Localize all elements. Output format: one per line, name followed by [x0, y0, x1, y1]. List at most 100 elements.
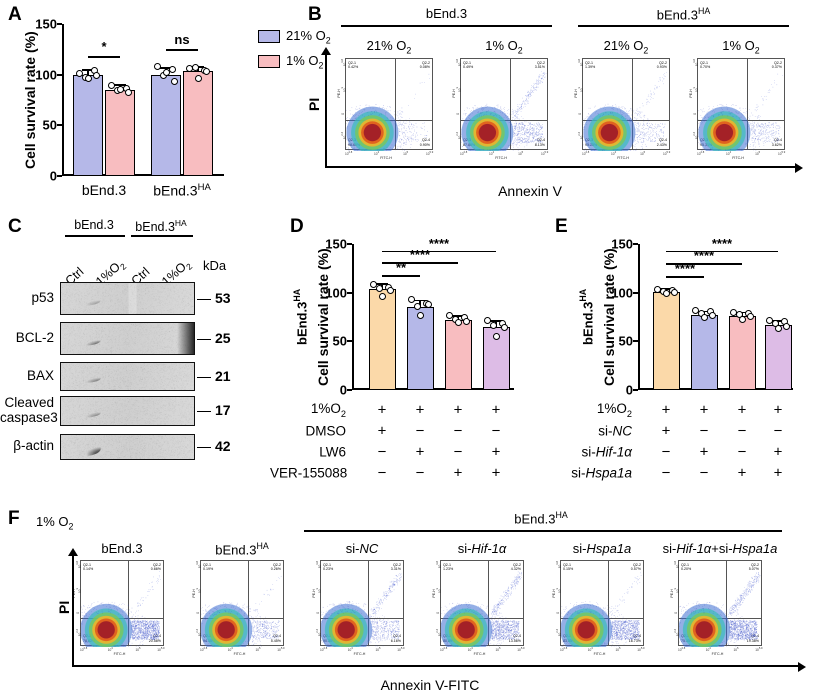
- panel-c-protein-label-2: BAX: [0, 368, 54, 383]
- panel-b-scatter-cloud-1: [461, 59, 549, 151]
- panel-c-protein-label-4: β-actin: [0, 438, 54, 453]
- panel-e-sign-2-1: +: [700, 444, 709, 461]
- y-tick-mark: [57, 175, 62, 177]
- bar-d-1: [407, 307, 434, 390]
- panel-e-condition-label-1: si-NC: [548, 424, 632, 439]
- panel-f-xtick-3-0: 102.8: [440, 647, 447, 652]
- bar-e-0: [653, 292, 680, 390]
- bar-d-0: [369, 289, 396, 390]
- panel-b-xtick-3-0: 102.8: [697, 151, 704, 156]
- panel-b-xtick-3-1: 104: [726, 151, 731, 156]
- panel-f-ytick-2-2: 0: [316, 612, 320, 614]
- panel-b-xtick-2-0: 102.8: [582, 151, 589, 156]
- panel-e-sign-3-0: −: [662, 465, 671, 482]
- panel-e-ylabel-cellline: bEnd.3HA: [578, 244, 595, 390]
- panel-d-condition-label-2: LW6: [270, 445, 346, 460]
- panel-c-grouprule-0: [65, 235, 125, 237]
- panel-b-groupheader-1: bEnd.3HA: [657, 6, 710, 22]
- panel-f-flow-plot-5: Q2-10.20%Q2-25.07%Q2-375.35%Q2-419.38%: [678, 560, 762, 646]
- panel-b-xlabel: Annexin V: [498, 183, 562, 199]
- panel-f-ytick-4-3: 102.4: [556, 629, 562, 636]
- y-tick-mark: [57, 23, 62, 25]
- panel-e-sign-2-2: −: [738, 444, 747, 461]
- data-point: [195, 75, 202, 82]
- panel-f-ytick-2-1: 103: [316, 588, 322, 593]
- y-tick-mark: [347, 340, 352, 342]
- panel-c-kda-value-4: 42: [215, 438, 231, 454]
- panel-b-ytick-0-0: 103.8: [341, 59, 347, 66]
- panel-f-xtick-5-3: 105.9: [755, 647, 762, 652]
- data-point: [701, 314, 708, 321]
- legend-swatch-0: [258, 30, 280, 43]
- panel-e-sign-1-0: +: [662, 423, 671, 440]
- y-tick-mark: [633, 389, 638, 391]
- panel-f-xtick-2-3: 105.9: [397, 647, 404, 652]
- panel-d-condition-label-3: VER-155088: [270, 466, 346, 481]
- panel-f-xtick-1-1: 104: [228, 647, 233, 652]
- panel-b-ytick-1-0: 103.8: [456, 59, 462, 66]
- panel-d-sign-2-3: +: [492, 444, 501, 461]
- panel-d-sign-1-3: −: [492, 423, 501, 440]
- panel-f-xaxis-name-5: FITC-H: [712, 652, 724, 656]
- panel-f-scatter-cloud-0: [81, 561, 165, 647]
- panel-f-xtick-2-2: 105: [375, 647, 380, 652]
- panel-f-ytick-0-0: 103.8: [76, 561, 82, 568]
- panel-letter-e: E: [555, 216, 568, 238]
- panel-f-ytick-5-0: 103.8: [674, 561, 680, 568]
- sig-line-d-2: [382, 251, 496, 253]
- y-axis: [62, 24, 64, 176]
- panel-d-sign-3-3: +: [492, 465, 501, 482]
- panel-c-kda-value-0: 53: [215, 290, 231, 306]
- panel-f-xtick-4-2: 105: [615, 647, 620, 652]
- data-point: [501, 324, 508, 331]
- panel-f-ytick-3-2: 0: [436, 612, 440, 614]
- panel-f-xaxis-name-2: FITC-H: [354, 652, 366, 656]
- panel-c-blot-image-2: [61, 363, 195, 391]
- panel-f-ytick-1-3: 102.4: [196, 629, 202, 636]
- y-tick-mark: [57, 124, 62, 126]
- panel-b-xaxis-arrowhead: [795, 163, 803, 173]
- data-point: [387, 287, 394, 294]
- panel-b-xtick-1-2: 105: [518, 151, 523, 156]
- panel-f-xlabel: Annexin V-FITC: [381, 677, 480, 693]
- panel-f-yaxis-arrow-line: [72, 556, 74, 666]
- panel-b-grouprule-0: [341, 25, 552, 27]
- panel-e-ylabel: Cell survival rate (%): [601, 244, 617, 390]
- panel-c-kda-tick-1: [197, 339, 211, 340]
- sig-line-d-0: [382, 275, 420, 277]
- panel-b-ytick-3-0: 103.8: [693, 59, 699, 66]
- y-tick-mark: [347, 243, 352, 245]
- data-point: [192, 64, 199, 71]
- panel-b-subheader-2: 21% O2: [604, 38, 649, 56]
- data-point: [125, 89, 132, 96]
- panel-e-sign-0-2: +: [738, 402, 747, 419]
- panel-letter-b: B: [308, 4, 322, 26]
- panel-d-sign-0-0: +: [378, 402, 387, 419]
- panel-c-blot-1: [60, 322, 195, 355]
- panel-c-protein-label-1: BCL-2: [0, 330, 54, 345]
- panel-d-chart: 0 50 100 150 ** **** ****: [352, 244, 514, 390]
- panel-b-ytick-0-1: 103: [341, 87, 347, 92]
- data-point: [671, 289, 678, 296]
- panel-f-xtick-0-0: 102.8: [80, 647, 87, 652]
- data-point: [408, 296, 415, 303]
- bar-d-2: [445, 320, 472, 390]
- panel-f-xaxis-name-3: FITC-H: [474, 652, 486, 656]
- panel-b-xaxis-name-0: FITC-H: [380, 156, 392, 160]
- panel-letter-f: F: [8, 508, 20, 530]
- panel-e-sign-0-3: +: [774, 402, 783, 419]
- panel-f-ytick-2-3: 102.4: [316, 629, 322, 636]
- panel-b-scatter-cloud-2: [583, 59, 671, 151]
- panel-c-groupheader-1: bEnd.3HA: [135, 218, 186, 234]
- panel-d-sign-3-0: −: [378, 465, 387, 482]
- panel-e-sign-3-3: +: [774, 465, 783, 482]
- panel-b-xtick-3-3: 105.9: [778, 151, 785, 156]
- panel-b-ylabel: PI: [306, 52, 322, 157]
- y-tick-mark: [347, 389, 352, 391]
- panel-b-xtick-0-3: 105.9: [426, 151, 433, 156]
- panel-b-subheader-0: 21% O2: [367, 38, 412, 56]
- panel-b-xaxis-arrow-line: [325, 166, 797, 168]
- y-tick-mark: [633, 340, 638, 342]
- panel-b-xtick-1-1: 104: [489, 151, 494, 156]
- panel-d-sign-0-3: +: [492, 402, 501, 419]
